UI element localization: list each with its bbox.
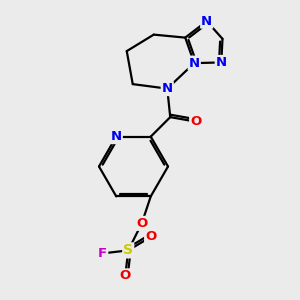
Text: O: O: [145, 230, 156, 243]
Text: N: N: [162, 82, 173, 95]
Text: S: S: [123, 243, 133, 257]
Text: N: N: [216, 56, 227, 69]
Text: N: N: [189, 57, 200, 70]
Text: O: O: [136, 217, 147, 230]
Text: O: O: [120, 269, 131, 282]
Text: N: N: [111, 130, 122, 143]
Text: F: F: [98, 247, 107, 260]
Text: O: O: [190, 115, 201, 128]
Text: N: N: [201, 15, 212, 28]
